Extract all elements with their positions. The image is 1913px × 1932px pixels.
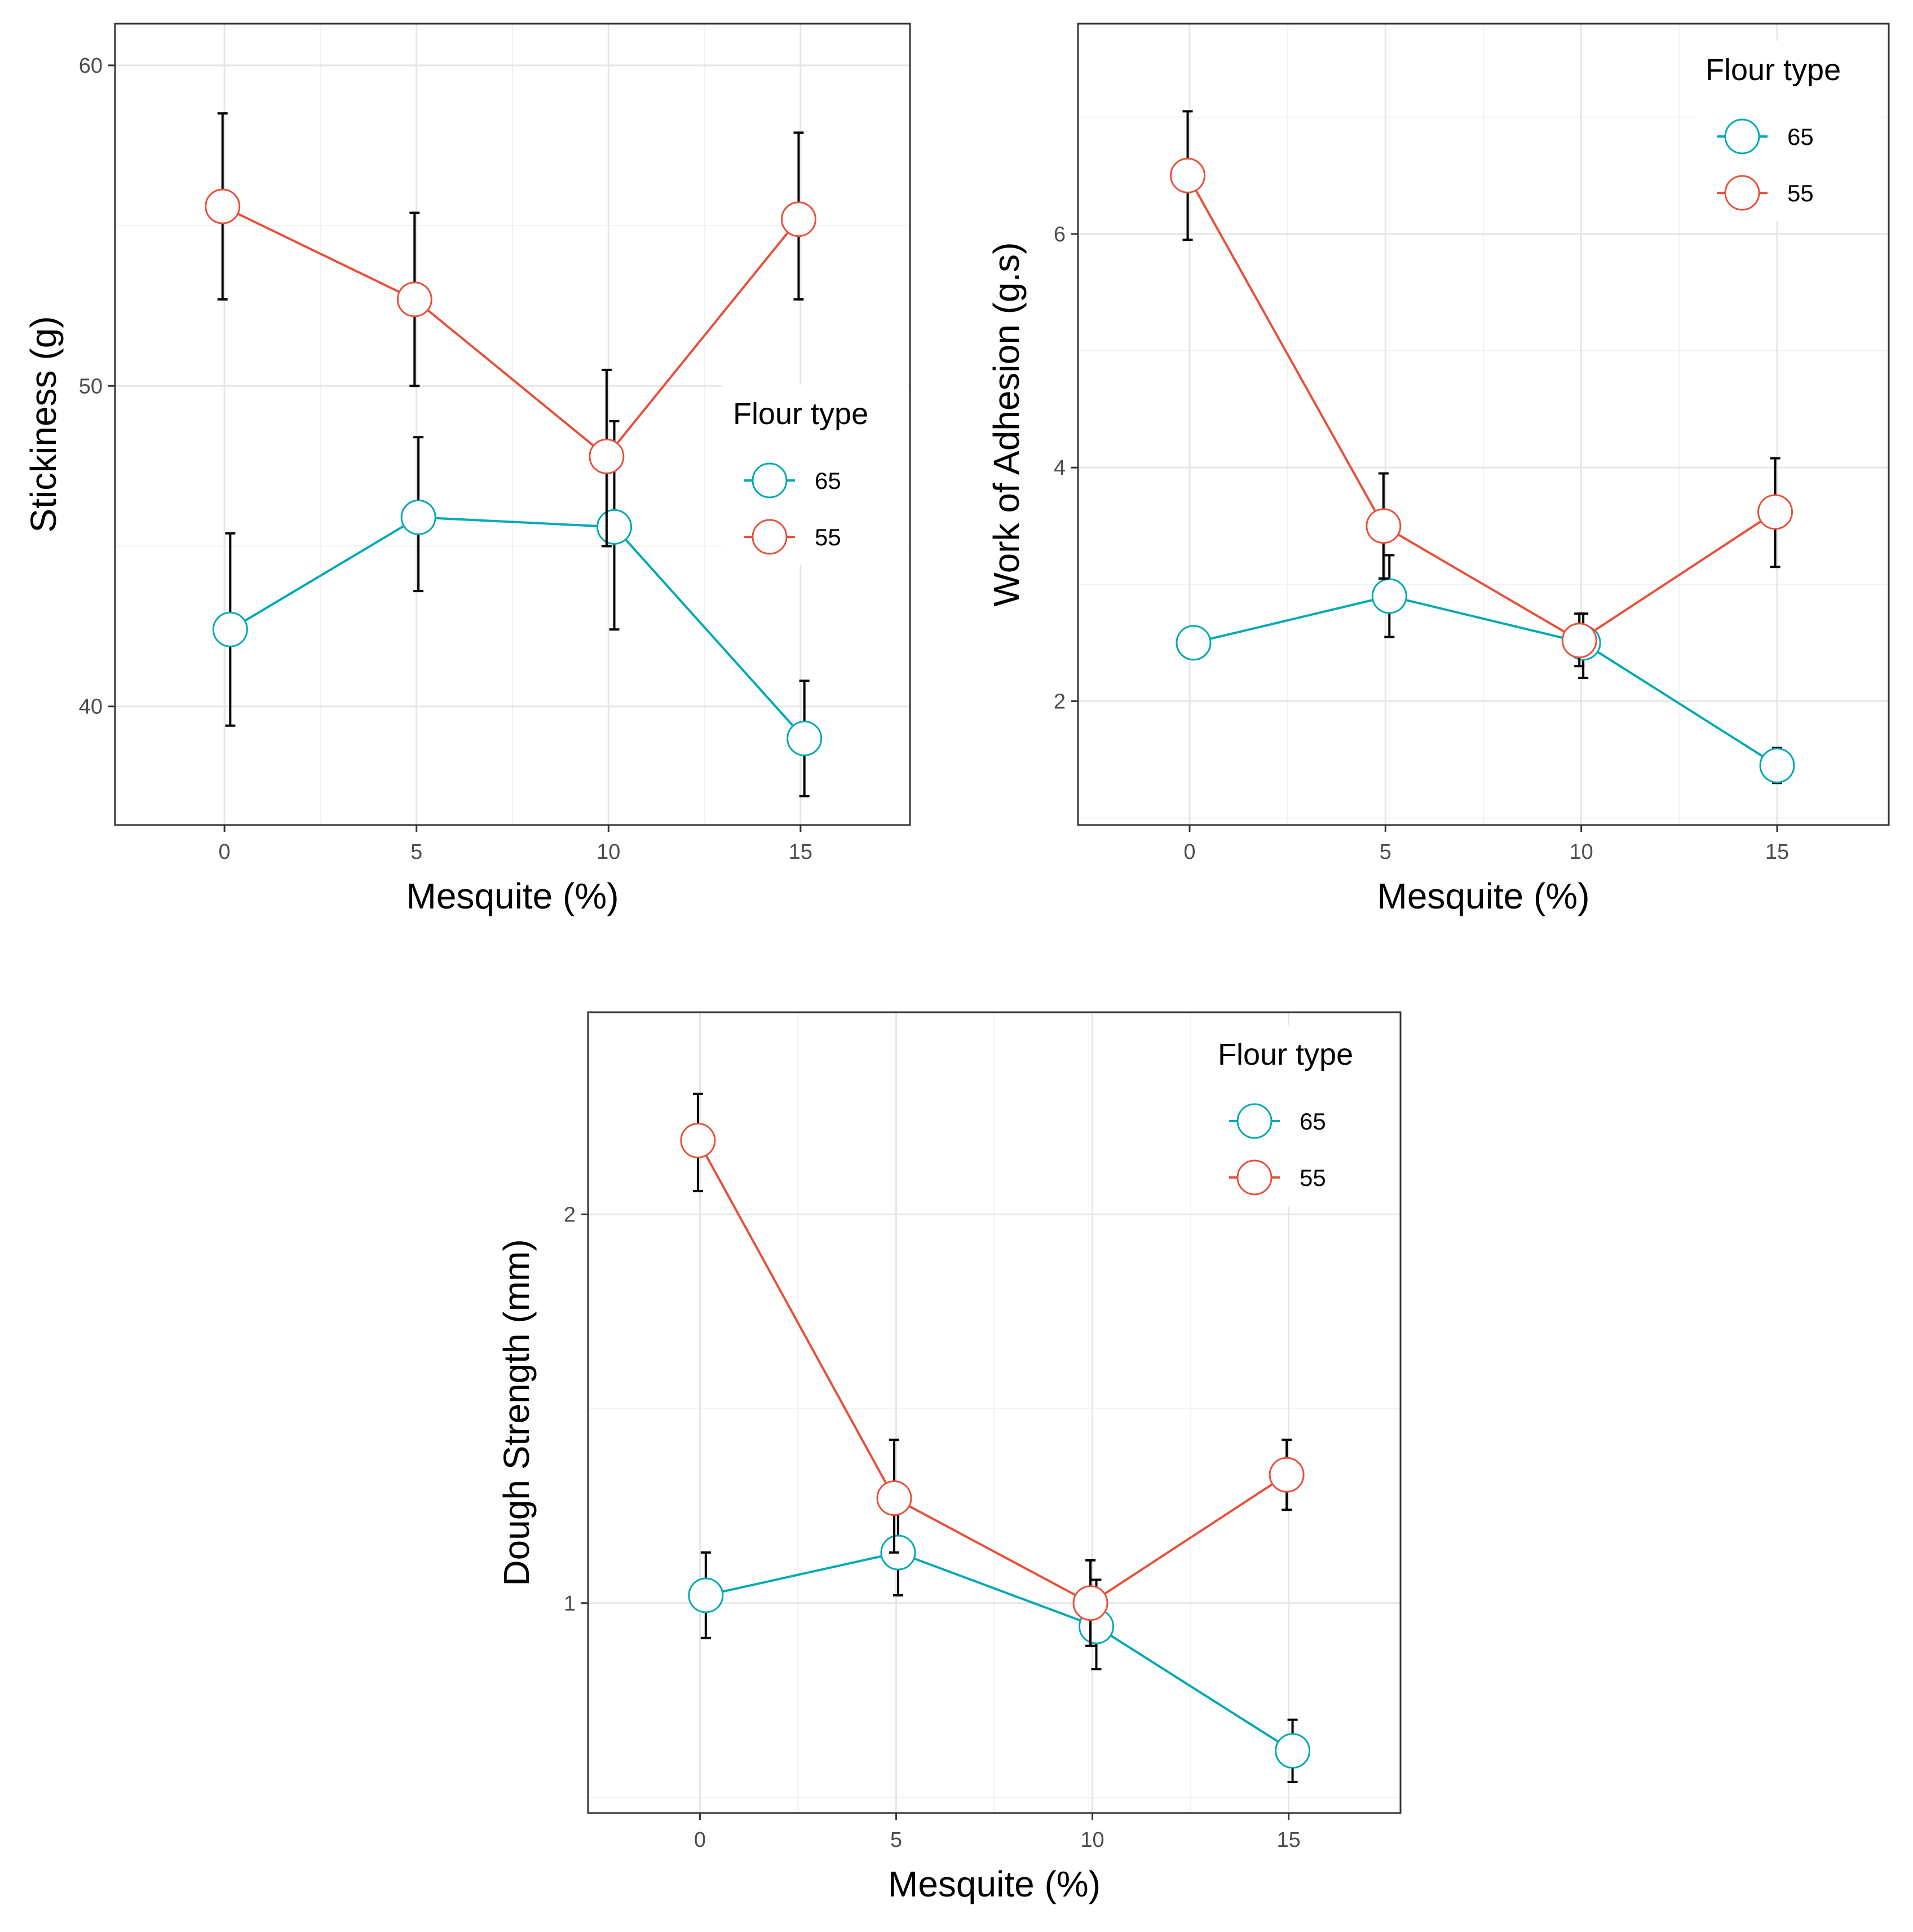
legend-label: 65 (1300, 1108, 1326, 1135)
legend-key-point (1236, 1159, 1273, 1196)
data-point (780, 201, 816, 237)
series-55 (680, 1092, 1305, 1647)
legend-key-point (1724, 175, 1760, 211)
x-tick-label: 10 (1570, 840, 1593, 864)
x-tick-label: 5 (890, 1828, 902, 1852)
legend-key-point (752, 462, 788, 499)
data-point (1072, 1585, 1108, 1621)
legend-label: 65 (1787, 123, 1814, 150)
y-tick-label: 2 (1054, 690, 1066, 713)
chart-work-of-adhesion: 0 5 10 15 2 4 6 Mesquite (%) Work of Adhesion (g… (986, 23, 1890, 916)
data-point (688, 1577, 724, 1613)
legend: Flour type 65 55 (1207, 1025, 1393, 1206)
series-line (1193, 594, 1778, 767)
data-point (1561, 623, 1597, 659)
y-tick-label: 60 (79, 54, 103, 78)
data-point (400, 499, 436, 535)
data-point (876, 1480, 912, 1516)
series-55 (205, 112, 816, 548)
series-line (1186, 175, 1776, 642)
series-line (222, 205, 800, 458)
x-axis-title: Mesquite (%) (407, 876, 619, 916)
chart-dough-strength: 0 5 10 15 1 2 Mesquite (%) Dough Strength (mm) F… (496, 1011, 1402, 1904)
panel-border (114, 23, 911, 826)
y-tick-label: 4 (1054, 456, 1066, 480)
data-point (1757, 494, 1793, 530)
data-point (787, 721, 823, 757)
legend-key-point (752, 519, 788, 555)
y-axis-title: Stickiness (g) (23, 316, 64, 532)
legend-key-point (1724, 118, 1760, 155)
series-55 (1170, 110, 1793, 668)
legend-key-point (1236, 1103, 1273, 1139)
legend-title: Flour type (1706, 53, 1841, 87)
series-65 (212, 420, 823, 797)
data-point (1371, 578, 1407, 614)
x-tick-label: 10 (1080, 1828, 1104, 1852)
x-tick-label: 0 (219, 840, 231, 864)
legend-title: Flour type (733, 397, 868, 431)
series-line (705, 1551, 1293, 1752)
legend: Flour type 65 55 (722, 385, 908, 565)
data-point (1170, 157, 1206, 193)
data-point (1176, 625, 1212, 661)
x-axis-title: Mesquite (%) (888, 1864, 1101, 1904)
x-tick-label: 0 (694, 1828, 706, 1852)
data-point (1269, 1457, 1305, 1493)
y-tick-label: 1 (564, 1592, 576, 1616)
data-point (396, 281, 432, 317)
x-tick-label: 15 (1765, 840, 1789, 864)
x-tick-label: 0 (1183, 840, 1195, 864)
series-line (697, 1140, 1288, 1605)
y-tick-label: 50 (79, 374, 103, 398)
data-point (1275, 1733, 1311, 1769)
y-axis-title: Work of Adhesion (g.s) (986, 242, 1027, 606)
panel-border (1077, 23, 1890, 826)
data-point (680, 1122, 716, 1158)
y-tick-label: 6 (1054, 223, 1066, 246)
data-point (589, 438, 625, 474)
data-point (1366, 508, 1402, 544)
data-point (1759, 747, 1795, 783)
y-tick-label: 2 (564, 1203, 576, 1227)
x-tick-label: 15 (1276, 1828, 1300, 1852)
data-point (205, 188, 241, 224)
legend-title: Flour type (1218, 1038, 1353, 1071)
series-line (229, 516, 806, 739)
x-axis-title: Mesquite (%) (1377, 876, 1590, 916)
legend-label: 65 (815, 467, 841, 494)
chart-stickiness: 0 5 10 15 40 50 60 Mesquite (%) Stickiness (g) Fl… (23, 23, 911, 916)
y-axis-title: Dough Strength (mm) (496, 1239, 537, 1586)
legend: Flour type 65 55 (1694, 41, 1880, 221)
legend-label: 55 (815, 524, 841, 550)
panel-border (587, 1011, 1402, 1814)
x-tick-label: 10 (597, 840, 620, 864)
data-point (597, 509, 633, 545)
x-tick-label: 5 (1380, 840, 1391, 864)
legend-label: 55 (1300, 1165, 1326, 1191)
legend-label: 55 (1787, 180, 1814, 206)
y-tick-label: 40 (79, 695, 103, 719)
x-tick-label: 15 (789, 840, 812, 864)
data-point (212, 611, 248, 647)
x-tick-label: 5 (410, 840, 422, 864)
